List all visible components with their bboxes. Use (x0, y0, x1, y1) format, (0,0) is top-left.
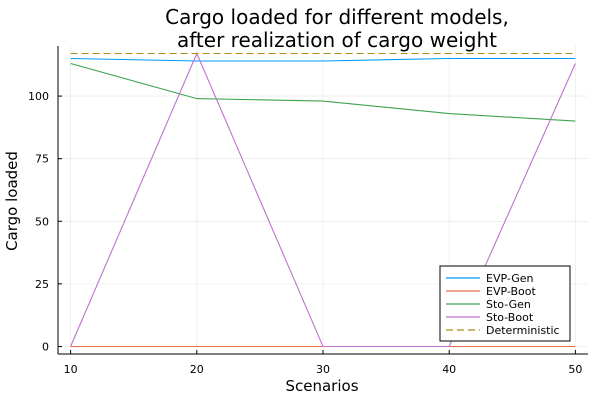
y-tick-label: 100 (28, 90, 49, 103)
chart-title-line-1: Cargo loaded for different models, (165, 5, 509, 29)
tick-labels: 10 20 30 40 50 0 25 50 75 100 (28, 90, 582, 376)
x-tick-label: 10 (64, 363, 78, 376)
axes (57, 46, 588, 355)
y-axis-label: Cargo loaded (3, 151, 21, 251)
y-tick-label: 50 (35, 215, 49, 228)
legend-label: EVP-Gen (486, 272, 534, 285)
y-tick-label: 25 (35, 278, 49, 291)
x-tick-label: 30 (316, 363, 330, 376)
y-tick-label: 0 (42, 340, 49, 353)
series-line-sto-boot (70, 52, 576, 348)
x-tick-label: 40 (442, 363, 456, 376)
legend-label: Deterministic (486, 324, 560, 337)
x-tick-label: 20 (190, 363, 204, 376)
series-lines (70, 52, 576, 348)
x-axis-label: Scenarios (285, 377, 358, 395)
chart-title-line-2: after realization of cargo weight (177, 28, 497, 52)
series-line-evp-gen (70, 57, 576, 62)
x-tick-label: 50 (568, 363, 582, 376)
legend-label: Sto-Boot (486, 311, 534, 324)
legend: EVP-GenEVP-BootSto-GenSto-BootDeterminis… (439, 265, 571, 342)
legend-label: Sto-Gen (486, 298, 531, 311)
series-line-sto-gen (70, 62, 576, 122)
y-tick-label: 75 (35, 153, 49, 166)
legend-label: EVP-Boot (486, 285, 536, 298)
